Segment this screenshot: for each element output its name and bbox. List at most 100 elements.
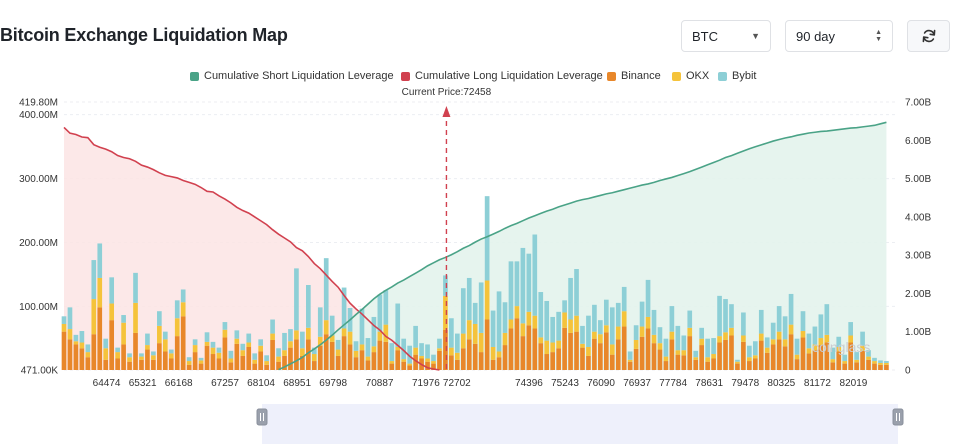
bar-okx [526,311,532,326]
legend-item-bybit[interactable]: Bybit [718,70,756,82]
legend-item-binance[interactable]: Binance [607,70,661,82]
refresh-button[interactable] [907,20,950,52]
bar-bybit [574,269,579,316]
x-tick-label: 72702 [443,378,471,389]
short-cumulative-area [278,122,887,370]
bar-bybit [109,277,115,304]
bar-okx [818,338,824,346]
bar-binance [752,358,758,370]
bar-bybit [139,353,144,357]
x-tick-label: 81172 [804,378,832,389]
bar-okx [693,357,699,360]
bar-bybit [627,351,633,360]
bar-binance [121,344,126,370]
bar-bybit [532,234,538,316]
bar-binance [592,338,597,370]
navigator-right-handle[interactable] [892,408,904,426]
bar-bybit [97,243,103,278]
y-right-tick-label: 0 [905,366,911,377]
bar-bybit [663,338,669,357]
bar-binance [210,354,216,370]
bar-bybit [872,357,877,362]
bar-bybit [216,347,222,353]
bar-okx [460,333,466,349]
legend-item-short-cumulative[interactable]: Cumulative Short Liquidation Leverage [190,70,394,82]
bar-bybit [741,312,746,336]
legend-item-okx[interactable]: OKX [672,70,709,82]
bar-bybit [407,345,412,364]
bar-okx [568,319,573,333]
bar-okx [204,341,210,346]
asset-select[interactable]: BTC ▼ [681,20,771,52]
bar-okx [729,327,734,336]
bar-okx [550,342,556,353]
current-price-label: Current Price:72458 [402,87,492,98]
bar-binance [764,352,770,370]
bar-binance [717,342,722,370]
legend-swatch [672,71,681,81]
bar-binance [884,364,889,370]
bar-bybit [341,287,347,329]
bar-okx [419,355,424,359]
bar-bybit [127,353,132,358]
bar-okx [133,302,138,333]
bar-binance [532,328,538,370]
bar-binance [657,349,663,370]
bar-binance [174,336,180,370]
bar-binance [514,318,520,370]
legend-swatch [607,71,616,81]
x-tick-label: 67257 [211,378,239,389]
x-tick-label: 74396 [515,378,543,389]
bar-okx [329,335,335,342]
bar-bybit [496,291,502,352]
bar-bybit [478,282,484,333]
bar-okx [192,345,198,353]
time-range-select[interactable]: 90 day ▲ ▼ [785,20,893,52]
bar-binance [627,361,633,370]
bar-okx [425,358,430,362]
y-left-tick-label: 200.00M [19,238,58,249]
bar-okx [574,315,579,332]
bar-okx [705,357,710,362]
bar-bybit [556,311,561,341]
bar-okx [854,359,859,363]
bar-binance [770,344,776,370]
bar-bybit [580,325,585,344]
bar-binance [216,358,222,370]
caret-down-icon: ▼ [751,31,760,41]
x-tick-label: 66168 [165,378,193,389]
bar-bybit [568,277,573,320]
bar-okx [186,361,192,365]
bar-binance [645,328,651,370]
x-tick-label: 75243 [551,378,579,389]
bar-okx [639,326,645,337]
bar-okx [210,347,216,355]
bar-bybit [413,325,418,348]
bar-bybit [526,253,532,312]
bar-binance [782,346,788,370]
bar-okx [496,351,502,358]
bar-binance [157,343,162,370]
bar-bybit [818,314,824,339]
bar-binance [800,337,806,370]
y-right-tick-label: 7.00B [905,98,931,109]
bar-bybit [151,351,156,356]
bar-okx [389,361,395,364]
bar-okx [228,358,234,363]
bar-okx [776,331,782,340]
bar-binance [687,336,693,370]
y-right-tick-label: 1.00B [905,327,931,338]
y-right-tick-label: 2.00B [905,289,931,300]
bar-binance [61,331,67,370]
bar-binance [67,339,73,370]
bar-binance [621,326,627,370]
y-left-tick-label: 300.00M [19,174,58,185]
bar-binance [669,339,675,370]
navigator-left-handle[interactable] [256,408,268,426]
legend-item-long-cumulative[interactable]: Cumulative Long Liquidation Leverage [401,70,603,82]
bar-binance [651,343,657,370]
bar-bybit [192,339,198,346]
bar-bybit [782,316,788,340]
bar-binance [854,362,859,370]
bar-binance [842,363,848,370]
